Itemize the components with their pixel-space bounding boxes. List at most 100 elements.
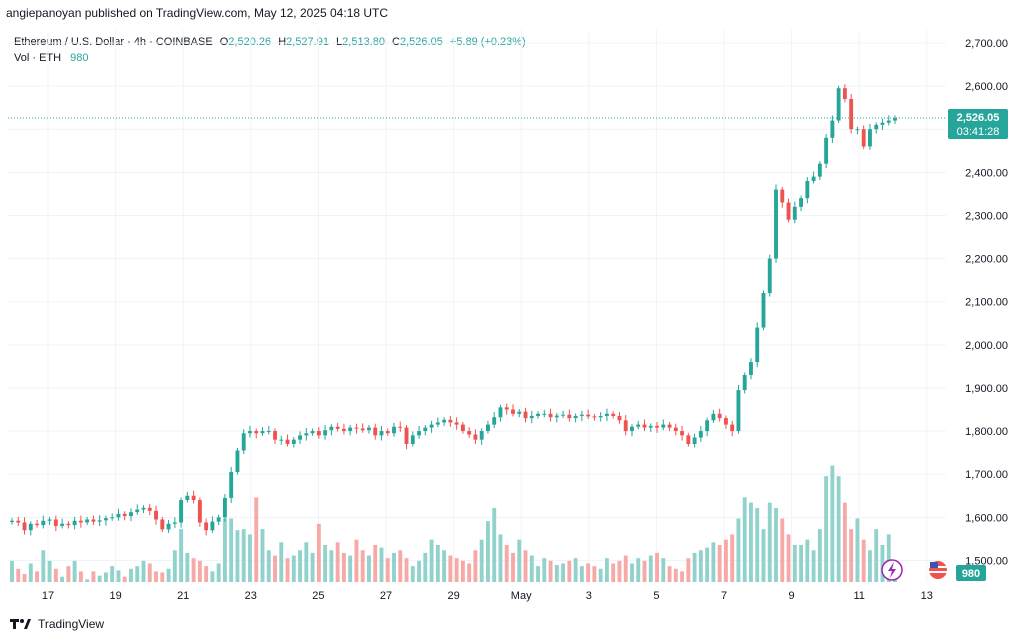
volume-bar	[385, 558, 390, 582]
volume-bar	[855, 518, 860, 582]
volume-bar	[248, 534, 252, 582]
candle-body	[792, 206, 797, 220]
footer-brand[interactable]: TradingView	[38, 617, 105, 631]
volume-bar	[197, 560, 202, 582]
low-label: L	[336, 36, 343, 48]
candle-body	[611, 413, 616, 416]
price-tick-label: 2,600.00	[965, 81, 1008, 93]
candle-body	[717, 413, 722, 419]
volume-bar	[66, 566, 71, 582]
volume-bar	[686, 558, 691, 582]
volume-bar	[392, 552, 396, 582]
volume-bar	[886, 534, 891, 582]
candle-body	[498, 407, 503, 418]
candle-body	[35, 523, 39, 526]
volume-bar	[85, 579, 90, 582]
candle-body	[623, 420, 628, 432]
volume-bar	[849, 529, 854, 582]
volume-bar	[717, 544, 722, 582]
candle-body	[248, 431, 252, 434]
tradingview-logo-icon	[10, 617, 32, 631]
price-tick-label: 1,500.00	[965, 555, 1008, 567]
candle-body	[10, 520, 14, 523]
candle-body	[893, 117, 897, 121]
volume-bar	[529, 555, 534, 582]
candle-body	[661, 424, 666, 428]
time-tick-label: 5	[653, 590, 659, 602]
volume-label[interactable]: Vol · ETH	[14, 52, 62, 64]
volume-bar	[573, 558, 578, 582]
volume-bar	[229, 518, 234, 582]
volume-bar	[736, 518, 741, 582]
candle-body	[567, 414, 572, 419]
candle-body	[85, 519, 90, 523]
lightning-icon[interactable]	[881, 559, 903, 581]
candle-body	[824, 137, 829, 164]
candle-body	[235, 450, 240, 473]
candle-body	[849, 99, 854, 130]
candle-body	[410, 435, 415, 444]
candle-body	[811, 176, 816, 181]
volume-bar	[604, 558, 609, 582]
volume-bar	[360, 550, 365, 582]
candle-body	[185, 495, 190, 501]
candle-body	[379, 431, 384, 436]
volume-bar	[824, 476, 829, 582]
candle-body	[241, 433, 246, 451]
price-tick-label: 1,700.00	[965, 469, 1008, 481]
candle-body	[830, 120, 835, 138]
volume-bar	[10, 560, 14, 582]
volume-bar	[35, 571, 39, 582]
candle-body	[586, 414, 591, 417]
price-tick-label: 2,300.00	[965, 210, 1008, 222]
candle-body	[648, 425, 653, 428]
price-tick-label: 1,600.00	[965, 512, 1008, 524]
volume-bar	[536, 566, 540, 582]
candle-body	[53, 519, 58, 526]
volume-bar	[805, 539, 810, 582]
volume-bar	[705, 547, 710, 582]
price-tick-label: 2,100.00	[965, 297, 1008, 309]
candle-body	[116, 513, 121, 518]
volume-bar	[780, 518, 785, 582]
volume-bar	[78, 571, 83, 582]
candle-body	[341, 428, 346, 432]
time-axis: 17 19 21 23 25 27 29 May 3 5 7 9 11 13	[42, 590, 933, 602]
candle-body	[805, 180, 810, 199]
candle-body	[435, 422, 440, 425]
candle-body	[373, 427, 378, 436]
time-tick-label: 25	[312, 590, 324, 602]
volume-bar	[567, 560, 572, 582]
volume-bar	[166, 568, 171, 582]
candle-body	[880, 122, 885, 125]
candle-body	[573, 415, 578, 419]
volume-bar	[767, 502, 772, 582]
volume-bar	[498, 534, 503, 582]
volume-bar	[511, 552, 515, 582]
volume-bar	[448, 555, 453, 582]
volume-bar	[554, 565, 559, 582]
candle-body	[229, 472, 234, 498]
candle-body	[28, 523, 33, 531]
volume-bar	[235, 530, 240, 582]
us-flag-icon[interactable]	[929, 561, 947, 579]
volume-bar	[304, 542, 309, 582]
candle-body	[72, 520, 77, 526]
volume-bar	[316, 523, 321, 582]
close-value: 2,526.05	[400, 36, 443, 48]
candle-body	[429, 424, 434, 428]
volume-bar	[486, 521, 490, 582]
time-tick-label: 7	[721, 590, 727, 602]
time-tick-label: 11	[853, 590, 864, 602]
volume-bars	[10, 465, 897, 582]
open-value: 2,520.26	[228, 36, 272, 48]
candle-body	[91, 519, 96, 522]
symbol-title[interactable]: Ethereum / U.S. Dollar · 4h · COINBASE	[14, 36, 213, 48]
candle-body	[536, 413, 540, 416]
candle-body	[392, 426, 396, 434]
volume-bar	[730, 534, 735, 582]
candle-body	[874, 124, 879, 130]
candle-body	[730, 424, 735, 432]
volume-bar	[129, 568, 133, 582]
